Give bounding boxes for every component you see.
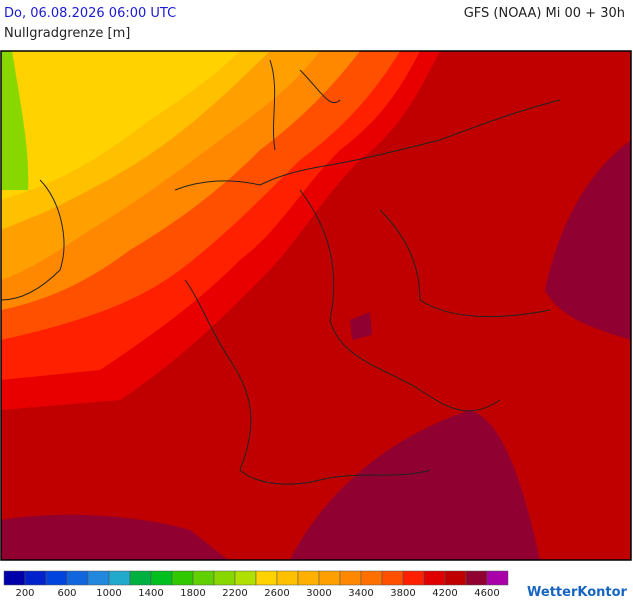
- patch: [1, 514, 230, 560]
- legend-swatch: [171, 570, 194, 586]
- band: [1, 51, 29, 190]
- subtitle: Nullgradgrenze [m]: [4, 26, 131, 41]
- legend-tick-label: 4600: [474, 588, 499, 599]
- legend-tick-label: 2600: [264, 588, 289, 599]
- legend-swatch: [297, 570, 320, 586]
- brand: WetterKontor: [527, 585, 628, 600]
- legend-tick-label: 1000: [96, 588, 121, 599]
- legend-swatch: [318, 570, 341, 586]
- borders: [0, 59, 561, 485]
- legend-swatch: [192, 570, 215, 586]
- legend-swatch: [423, 570, 446, 586]
- legend-swatch: [339, 570, 362, 586]
- patch: [290, 410, 540, 560]
- legend-swatch: [3, 570, 26, 586]
- legend-tick-label: 4200: [432, 588, 457, 599]
- map-frame: [0, 50, 632, 561]
- legend-swatch: [87, 570, 110, 586]
- legend-swatch: [234, 570, 257, 586]
- legend: 200 600 1000 1400 1800 2200 2600 3000 3400 3800 42…: [3, 570, 509, 599]
- legend-swatch: [402, 570, 425, 586]
- model: GFS (NOAA) Mi 00 + 30h: [463, 6, 625, 21]
- legend-swatch: [360, 570, 383, 586]
- date: Do, 06.08.2026 06:00 UTC: [4, 6, 177, 21]
- patch: [545, 140, 631, 340]
- legend-swatch: [255, 570, 278, 586]
- legend-tick-label: 3400: [348, 588, 373, 599]
- legend-swatch: [66, 570, 89, 586]
- legend-swatch: [465, 570, 488, 586]
- legend-tick-label: 200: [15, 588, 34, 599]
- legend-swatch: [213, 570, 236, 586]
- band: [1, 51, 240, 200]
- legend-swatch: [45, 570, 68, 586]
- legend-swatch: [444, 570, 467, 586]
- legend-swatch: [108, 570, 131, 586]
- legend-swatch: [129, 570, 152, 586]
- legend-tick-label: 600: [57, 588, 76, 599]
- legend-swatch: [24, 570, 47, 586]
- legend-swatch: [276, 570, 299, 586]
- legend-tick-label: 3000: [306, 588, 331, 599]
- legend-tick-label: 2200: [222, 588, 247, 599]
- legend-swatch: [486, 570, 509, 586]
- legend-tick-label: 1800: [180, 588, 205, 599]
- legend-swatch: [381, 570, 404, 586]
- legend-swatch: [150, 570, 173, 586]
- legend-tick-label: 1400: [138, 588, 163, 599]
- legend-tick-label: 3800: [390, 588, 415, 599]
- patch: [350, 312, 372, 340]
